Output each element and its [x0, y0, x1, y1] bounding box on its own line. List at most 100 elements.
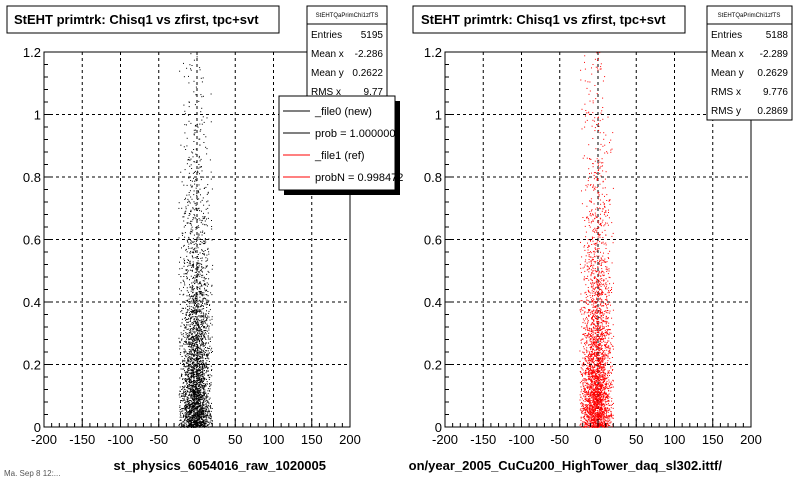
- scatter-point: [599, 52, 601, 54]
- scatter-point: [194, 277, 196, 279]
- scatter-point: [187, 265, 189, 267]
- scatter-point: [188, 397, 190, 399]
- scatter-point: [600, 321, 602, 323]
- scatter-point: [199, 334, 201, 336]
- scatter-point: [191, 345, 193, 347]
- scatter-point: [199, 316, 201, 318]
- scatter-point: [606, 414, 607, 416]
- scatter-point: [187, 411, 189, 413]
- scatter-point: [594, 85, 596, 86]
- scatter-point: [182, 313, 184, 314]
- scatter-point: [588, 423, 590, 425]
- scatter-point: [190, 318, 192, 320]
- scatter-point: [202, 422, 204, 424]
- scatter-point: [207, 425, 209, 427]
- scatter-point: [186, 145, 188, 147]
- scatter-point: [595, 406, 597, 408]
- scatter-point: [586, 342, 588, 344]
- scatter-point: [204, 217, 205, 219]
- scatter-point: [599, 371, 601, 373]
- scatter-point: [187, 387, 189, 389]
- scatter-point: [590, 184, 592, 185]
- scatter-point: [192, 396, 194, 398]
- scatter-point: [203, 420, 205, 422]
- scatter-point: [195, 398, 197, 399]
- scatter-point: [185, 197, 186, 199]
- scatter-point: [203, 415, 205, 417]
- scatter-point: [195, 320, 197, 322]
- scatter-point: [211, 423, 212, 425]
- scatter-point: [184, 406, 185, 408]
- scatter-point: [594, 422, 596, 424]
- scatter-point: [585, 418, 587, 420]
- scatter-point: [185, 327, 187, 329]
- scatter-point: [588, 261, 590, 263]
- scatter-point: [586, 217, 587, 219]
- scatter-point: [604, 353, 606, 355]
- scatter-point: [586, 409, 587, 411]
- scatter-point: [194, 355, 196, 357]
- scatter-point: [600, 318, 602, 320]
- scatter-point: [588, 355, 590, 357]
- scatter-point: [611, 414, 613, 416]
- scatter-point: [198, 329, 200, 331]
- scatter-point: [603, 358, 605, 360]
- scatter-point: [198, 363, 200, 365]
- scatter-point: [187, 374, 189, 376]
- scatter-point: [191, 394, 193, 396]
- scatter-point: [201, 414, 203, 415]
- scatter-point: [606, 349, 608, 351]
- scatter-point: [179, 423, 181, 425]
- scatter-point: [185, 300, 187, 302]
- scatter-point: [198, 266, 200, 268]
- right-plot-points: [579, 52, 615, 428]
- scatter-point: [587, 400, 589, 402]
- scatter-point: [191, 302, 193, 304]
- scatter-point: [201, 338, 203, 340]
- scatter-point: [192, 349, 194, 351]
- scatter-point: [594, 243, 596, 245]
- scatter-point: [199, 392, 201, 394]
- scatter-point: [189, 269, 191, 271]
- scatter-point: [198, 409, 200, 411]
- scatter-point: [188, 247, 190, 249]
- scatter-point: [599, 301, 601, 303]
- scatter-point: [593, 178, 595, 180]
- scatter-point: [587, 334, 589, 336]
- scatter-point: [598, 279, 600, 281]
- scatter-point: [197, 399, 199, 401]
- scatter-point: [608, 390, 610, 392]
- scatter-point: [183, 394, 185, 396]
- scatter-point: [205, 290, 207, 292]
- scatter-point: [194, 257, 196, 259]
- scatter-point: [196, 399, 198, 400]
- scatter-point: [204, 283, 206, 285]
- scatter-point: [593, 203, 595, 205]
- scatter-point: [603, 351, 605, 353]
- scatter-point: [198, 373, 200, 375]
- scatter-point: [183, 146, 185, 148]
- scatter-point: [607, 280, 609, 282]
- scatter-point: [193, 345, 195, 347]
- scatter-point: [594, 419, 596, 421]
- scatter-point: [206, 307, 208, 308]
- scatter-point: [179, 70, 181, 72]
- scatter-point: [189, 385, 191, 387]
- scatter-point: [198, 310, 200, 312]
- scatter-point: [210, 406, 212, 408]
- scatter-point: [205, 354, 207, 356]
- scatter-point: [196, 300, 197, 301]
- scatter-point: [211, 420, 213, 422]
- scatter-point: [591, 335, 593, 337]
- scatter-point: [199, 396, 201, 398]
- scatter-point: [203, 351, 205, 352]
- scatter-point: [207, 350, 209, 352]
- scatter-point: [196, 358, 198, 360]
- scatter-point: [179, 390, 181, 392]
- scatter-point: [192, 374, 194, 376]
- scatter-point: [594, 340, 596, 342]
- scatter-point: [596, 352, 598, 354]
- scatter-point: [593, 404, 595, 406]
- scatter-point: [192, 400, 194, 402]
- scatter-point: [182, 234, 183, 236]
